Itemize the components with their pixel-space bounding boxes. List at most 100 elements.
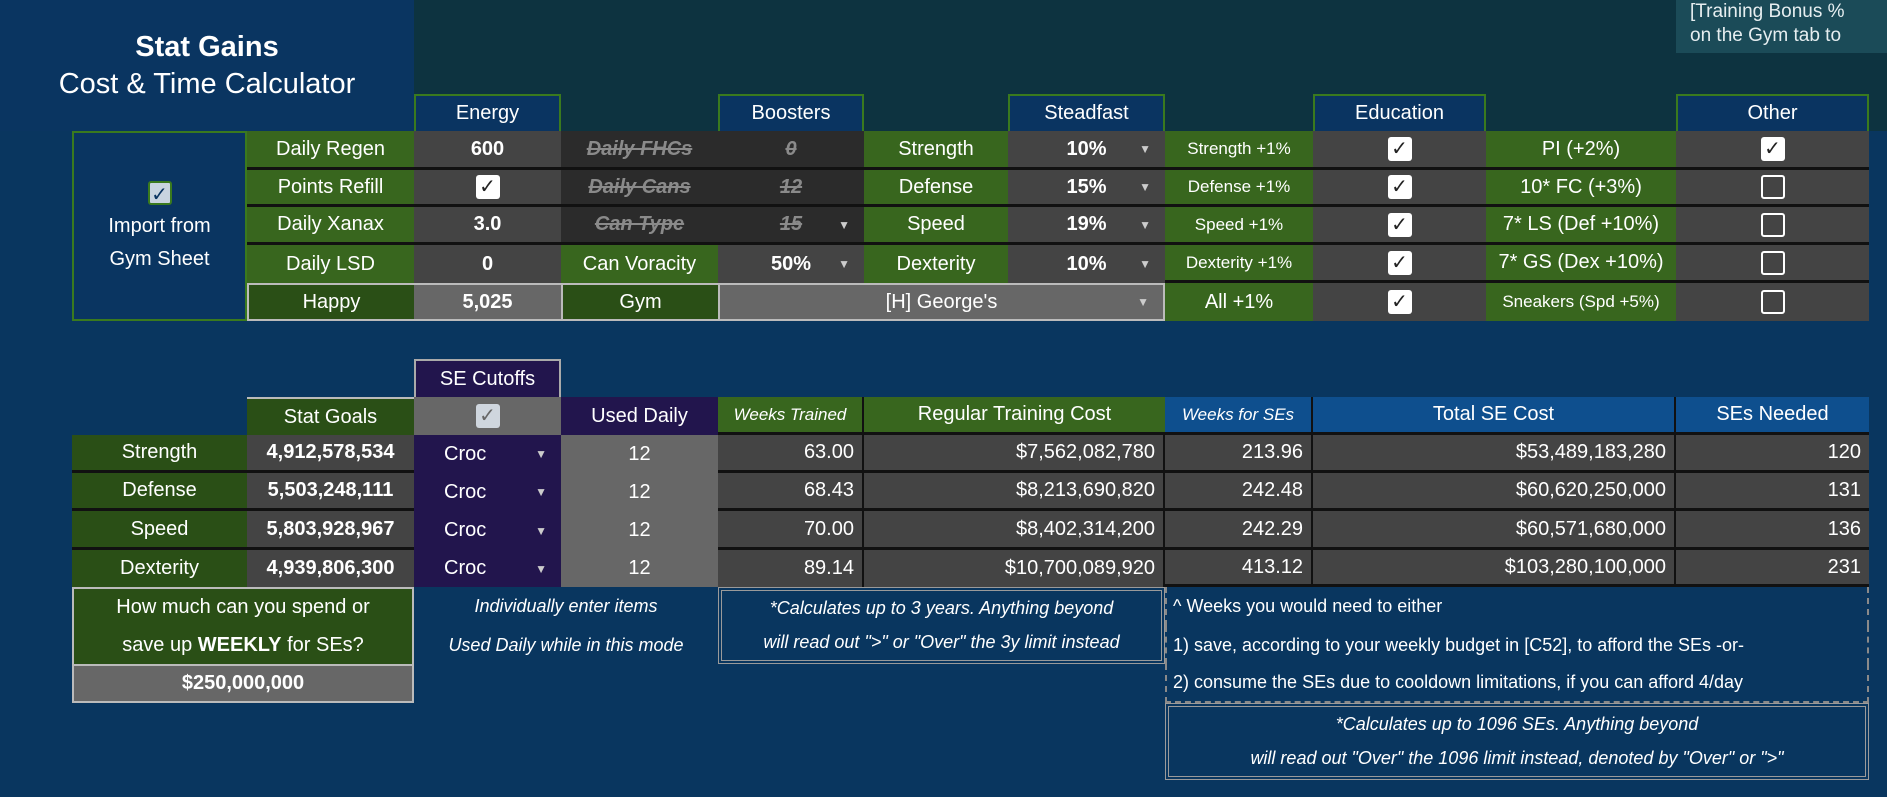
stat-goal-input[interactable]: 4,912,578,534 (247, 435, 414, 473)
steadfast-dropdown[interactable]: 15% ▼ (1008, 170, 1165, 207)
total-se-cost: $60,620,250,000 (1313, 473, 1676, 511)
used-daily-note: Individually enter items (474, 596, 658, 616)
item-dropdown[interactable]: Croc ▼ (414, 550, 561, 587)
other-label: 7* GS (Dex +10%) (1486, 245, 1676, 283)
total-se-cost: $60,571,680,000 (1313, 511, 1676, 550)
item-dropdown[interactable]: Croc ▼ (414, 473, 561, 511)
steadfast-label: Dexterity (864, 245, 1008, 283)
steadfast-label: Defense (864, 170, 1008, 207)
item-value: Croc (444, 519, 487, 541)
daily-cans-label: Daily Cans (561, 170, 718, 207)
gym-value: [H] George's (885, 290, 998, 313)
ses-needed: 120 (1676, 435, 1869, 473)
note-line: will read out "Over" the 1096 limit inst… (1250, 748, 1784, 769)
ses-needed-header: SEs Needed (1676, 397, 1869, 435)
note-line: on the Gym tab to (1690, 25, 1842, 46)
used-daily-input[interactable]: 12 (561, 473, 718, 511)
other-checkbox[interactable] (1760, 250, 1785, 275)
se-cutoffs-header: SE Cutoffs (414, 359, 561, 397)
used-daily-input[interactable]: 12 (561, 435, 718, 473)
stat-goal-input[interactable]: 4,939,806,300 (247, 550, 414, 587)
other-cell (1676, 283, 1869, 321)
education-checkbox[interactable]: ✓ (1387, 290, 1412, 314)
se-cutoffs-cell: ✓ (414, 397, 561, 435)
weeks-for-ses: 242.48 (1165, 473, 1313, 511)
daily-regen-input[interactable]: 600 (414, 131, 561, 170)
stat-goal-input[interactable]: 5,803,928,967 (247, 511, 414, 550)
education-checkbox[interactable]: ✓ (1387, 137, 1412, 161)
import-checkbox[interactable]: ✓ (147, 181, 172, 206)
other-checkbox[interactable] (1760, 175, 1785, 199)
weekly-budget-input[interactable]: $250,000,000 (72, 664, 414, 703)
other-checkbox[interactable] (1760, 290, 1785, 314)
happy-input[interactable]: 5,025 (414, 283, 561, 321)
gym-dropdown[interactable]: [H] George's ▼ (718, 283, 1165, 321)
item-dropdown[interactable]: Croc ▼ (414, 435, 561, 473)
education-checkbox[interactable]: ✓ (1387, 250, 1412, 275)
chevron-down-icon: ▼ (1137, 295, 1149, 309)
steadfast-dropdown[interactable]: 10% ▼ (1008, 131, 1165, 170)
chevron-down-icon: ▼ (1139, 257, 1151, 271)
steadfast-value: 15% (1066, 175, 1107, 198)
daily-lsd-label: Daily LSD (247, 245, 414, 283)
chevron-down-icon: ▼ (838, 257, 850, 271)
se-limit-note: *Calculates up to 1096 SEs. Anything bey… (1165, 703, 1869, 780)
other-cell (1676, 170, 1869, 207)
daily-fhcs-label: Daily FHCs (561, 131, 718, 170)
stat-label: Defense (72, 473, 247, 511)
weeks-note: 1) save, according to your weekly budget… (1165, 626, 1869, 664)
daily-cans-input[interactable]: 12 (718, 170, 864, 207)
gym-label: Gym (561, 283, 718, 321)
points-refill-checkbox[interactable]: ✓ (475, 175, 500, 199)
can-voracity-label: Can Voracity (561, 245, 718, 283)
daily-fhcs-input[interactable]: 0 (718, 131, 864, 170)
steadfast-label: Speed (864, 207, 1008, 245)
used-daily-header: Used Daily (561, 397, 718, 435)
total-se-cost: $103,280,100,000 (1313, 550, 1676, 587)
other-label: 7* LS (Def +10%) (1486, 207, 1676, 245)
weekly-budget-question: How much can you spend or save up WEEKLY… (72, 587, 414, 664)
education-label: Speed +1% (1165, 207, 1313, 245)
chevron-down-icon: ▼ (535, 523, 547, 538)
import-label: Gym Sheet (109, 248, 210, 270)
training-cost: $10,700,089,920 (864, 550, 1165, 587)
se-cutoffs-checkbox[interactable]: ✓ (475, 404, 500, 428)
used-daily-input[interactable]: 12 (561, 511, 718, 550)
stat-goal-input[interactable]: 5,503,248,111 (247, 473, 414, 511)
weeks-trained: 89.14 (718, 550, 864, 587)
daily-xanax-input[interactable]: 3.0 (414, 207, 561, 245)
education-label: Defense +1% (1165, 170, 1313, 207)
weeks-for-ses: 242.29 (1165, 511, 1313, 550)
item-dropdown[interactable]: Croc ▼ (414, 511, 561, 550)
can-voracity-dropdown[interactable]: 50% ▼ (718, 245, 864, 283)
training-cost: $8,213,690,820 (864, 473, 1165, 511)
steadfast-dropdown[interactable]: 10% ▼ (1008, 245, 1165, 283)
budget-question-line: save up WEEKLY for SEs? (122, 634, 364, 657)
header-education: Education (1313, 94, 1486, 131)
chevron-down-icon: ▼ (1139, 217, 1151, 232)
other-cell (1676, 207, 1869, 245)
chevron-down-icon: ▼ (535, 447, 547, 461)
chevron-down-icon: ▼ (535, 561, 547, 576)
weeks-for-ses-header: Weeks for SEs (1165, 397, 1313, 435)
education-cell: ✓ (1313, 170, 1486, 207)
chevron-down-icon: ▼ (535, 485, 547, 499)
header-steadfast: Steadfast (1008, 94, 1165, 131)
can-type-dropdown[interactable]: 15 ▼ (718, 207, 864, 245)
used-daily-input[interactable]: 12 (561, 550, 718, 587)
weeks-for-ses: 413.12 (1165, 550, 1313, 587)
note-line: *Calculates up to 1096 SEs. Anything bey… (1335, 713, 1699, 734)
other-checkbox[interactable] (1760, 212, 1785, 237)
daily-lsd-input[interactable]: 0 (414, 245, 561, 283)
education-checkbox[interactable]: ✓ (1387, 212, 1412, 237)
education-checkbox[interactable]: ✓ (1387, 175, 1412, 199)
steadfast-dropdown[interactable]: 19% ▼ (1008, 207, 1165, 245)
other-checkbox[interactable]: ✓ (1760, 137, 1785, 161)
header-energy: Energy (414, 94, 561, 131)
ses-needed: 131 (1676, 473, 1869, 511)
header-other: Other (1676, 94, 1869, 131)
other-label: PI (+2%) (1486, 131, 1676, 170)
happy-label: Happy (247, 283, 414, 321)
education-label: Strength +1% (1165, 131, 1313, 170)
